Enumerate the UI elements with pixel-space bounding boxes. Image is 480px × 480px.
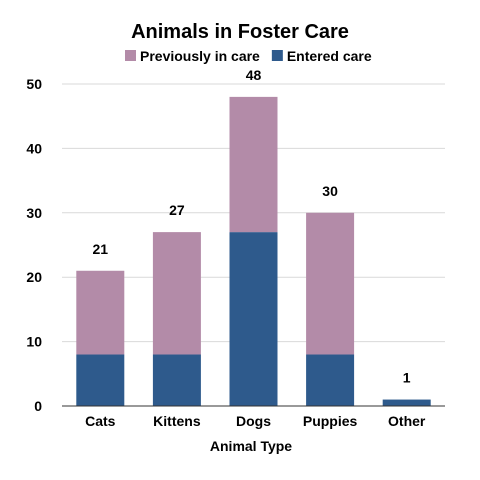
y-tick-label: 40 [26, 140, 42, 156]
x-axis-title: Animal Type [210, 438, 292, 454]
bar-entered-care [382, 399, 431, 406]
bar-previously-in-care [152, 232, 201, 355]
bars [76, 96, 431, 406]
x-tick-label: Cats [85, 413, 116, 429]
y-tick-label: 30 [26, 205, 42, 221]
bar-previously-in-care [306, 212, 355, 355]
total-data-label: 1 [403, 370, 411, 386]
legend-swatch [271, 50, 283, 61]
bar-previously-in-care [229, 96, 278, 233]
legend-label: Previously in care [140, 48, 260, 64]
legend: Previously in care Entered care [125, 48, 372, 64]
legend-swatch [125, 50, 136, 61]
x-axis-ticks: Cats Kittens Dogs Puppies Other [85, 413, 426, 429]
y-tick-label: 0 [34, 398, 42, 414]
y-axis-ticks: 0 10 20 30 40 50 [26, 76, 42, 414]
total-data-label: 48 [246, 67, 262, 83]
x-tick-label: Puppies [303, 413, 358, 429]
total-data-label: 30 [322, 183, 338, 199]
total-data-label: 27 [169, 202, 185, 218]
x-tick-label: Dogs [236, 413, 271, 429]
bar-previously-in-care [76, 270, 125, 355]
chart-title: Animals in Foster Care [131, 21, 349, 43]
y-tick-label: 10 [26, 334, 42, 350]
bar-entered-care [229, 232, 278, 406]
x-tick-label: Kittens [153, 413, 201, 429]
total-data-label: 21 [93, 241, 109, 257]
bar-entered-care [306, 354, 355, 406]
y-tick-label: 20 [26, 269, 42, 285]
legend-label: Entered care [287, 48, 372, 64]
bar-entered-care [152, 354, 201, 406]
y-tick-label: 50 [26, 76, 42, 92]
bar-entered-care [76, 354, 125, 406]
x-tick-label: Other [388, 413, 426, 429]
data-labels: 21 27 48 30 1 [93, 67, 411, 386]
